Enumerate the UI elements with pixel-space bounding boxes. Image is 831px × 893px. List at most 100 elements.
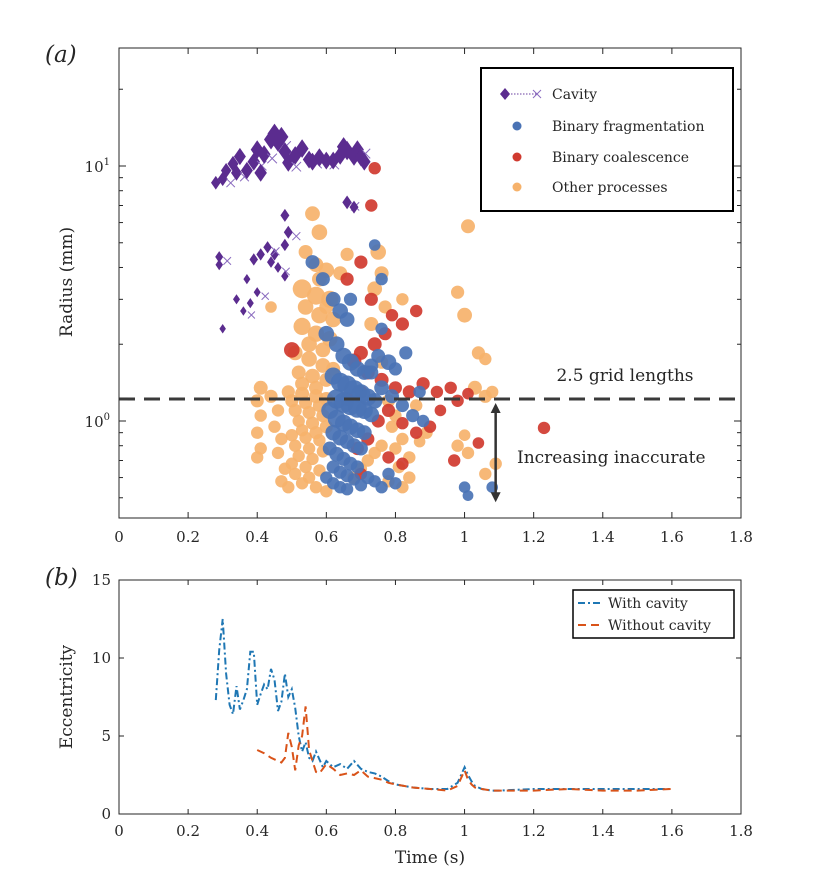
scatter-point-cavity-diamond xyxy=(219,324,226,334)
scatter-point-other-processes xyxy=(268,420,281,433)
panel-b-x-ticks: 0 0.2 0.4 0.6 0.8 1 1.2 1.4 1.6 1.8 xyxy=(114,580,753,840)
panel-a-xtick-label: 0.8 xyxy=(384,528,408,546)
scatter-point-cavity-diamond xyxy=(306,152,319,171)
scatter-point-other-processes xyxy=(299,460,312,474)
legend-label-other-processes: Other processes xyxy=(552,180,668,196)
scatter-point-cavity-diamond xyxy=(267,256,275,268)
panel-a-label: (a) xyxy=(45,42,77,68)
scatter-point-other-processes xyxy=(250,394,264,408)
scatter-point-binary-fragmentation xyxy=(368,239,381,251)
scatter-point-binary-coalescence xyxy=(448,454,461,467)
scatter-point-cavity-diamond xyxy=(215,251,224,263)
scatter-point-other-processes xyxy=(297,299,314,315)
panel-a-ytick-label-10-1: 101 xyxy=(85,157,110,176)
inaccuracy-arrow-head-up xyxy=(490,402,501,413)
panel-b-xtick-label: 1.8 xyxy=(729,822,753,840)
scatter-point-cavity-diamond xyxy=(283,225,293,239)
scatter-point-other-processes xyxy=(301,336,317,353)
scatter-point-cavity-diamond xyxy=(254,163,267,182)
scatter-point-binary-fragmentation xyxy=(385,389,399,404)
scatter-point-other-processes xyxy=(396,432,409,446)
scatter-point-cavity-diamond xyxy=(358,152,371,171)
scatter-point-binary-fragmentation xyxy=(343,292,358,306)
scatter-point-other-processes xyxy=(292,279,312,299)
inaccuracy-arrow xyxy=(490,402,501,503)
scatter-point-binary-coalescence xyxy=(381,403,396,417)
panel-b-legend-box xyxy=(572,589,735,639)
legend-label-with-cavity: With cavity xyxy=(608,596,688,612)
scatter-point-other-processes xyxy=(302,442,316,455)
legend-label-binary-coalescence: Binary coalescence xyxy=(552,150,689,166)
panel-a-xtick-label: 1.4 xyxy=(591,528,615,546)
scatter-point-other-processes xyxy=(479,352,492,366)
scatter-point-cavity-diamond xyxy=(270,248,279,261)
scatter-point-other-processes xyxy=(298,245,313,259)
panel-b-xtick-label: 1.6 xyxy=(660,822,684,840)
scatter-point-binary-fragmentation xyxy=(406,409,420,423)
panel-b-y-axis-label: Eccentricity xyxy=(57,644,77,749)
scatter-point-cavity-diamond xyxy=(233,294,240,305)
scatter-point-binary-coalescence xyxy=(365,199,378,212)
scatter-point-binary-coalescence xyxy=(402,385,416,399)
panel-b-ytick-label: 15 xyxy=(92,571,111,589)
scatter-point-binary-fragmentation xyxy=(363,406,380,423)
panel-b-xtick-label: 0.2 xyxy=(176,822,200,840)
panel-b-axes-box xyxy=(118,579,742,815)
scatter-point-binary-coalescence xyxy=(395,317,409,331)
panel-a-y-ticks: 100 101 xyxy=(85,88,741,499)
scatter-point-other-processes xyxy=(251,426,264,439)
legend-marker-binary-fragmentation xyxy=(512,121,522,131)
scatter-point-binary-fragmentation xyxy=(318,325,335,342)
scatter-point-binary-fragmentation xyxy=(350,460,364,474)
scatter-point-cavity-diamond xyxy=(215,259,223,271)
scatter-point-other-processes xyxy=(271,446,285,460)
scatter-point-other-processes xyxy=(254,409,267,422)
scatter-point-binary-coalescence xyxy=(340,272,354,286)
scatter-point-other-processes xyxy=(278,462,292,475)
scatter-point-cavity-cross xyxy=(291,231,301,241)
scatter-point-cavity-diamond xyxy=(282,153,295,172)
scatter-point-binary-fragmentation xyxy=(328,336,345,353)
scatter-point-binary-fragmentation xyxy=(366,393,383,409)
panel-a-xtick-label: 0.6 xyxy=(314,528,338,546)
legend-label-without-cavity: Without cavity xyxy=(608,618,711,634)
panel-b-label: (b) xyxy=(45,565,78,591)
scatter-point-binary-coalescence xyxy=(354,255,368,269)
scatter-point-binary-fragmentation xyxy=(458,481,471,494)
scatter-point-other-processes xyxy=(301,351,317,367)
scatter-point-other-processes xyxy=(367,281,383,297)
scatter-point-binary-fragmentation xyxy=(353,441,368,456)
series-line-without-cavity xyxy=(256,706,672,792)
scatter-point-other-processes xyxy=(289,439,302,452)
scatter-point-cavity-diamond xyxy=(246,298,254,309)
inaccuracy-arrow-head-down xyxy=(490,492,501,503)
scatter-point-other-processes xyxy=(461,446,475,460)
scatter-point-other-processes xyxy=(458,429,471,442)
panel-a-y-axis-label: Radius (mm) xyxy=(57,227,77,337)
scatter-point-cavity-diamond xyxy=(274,262,282,273)
scatter-point-binary-coalescence xyxy=(537,421,551,435)
panel-b-xtick-label: 1.2 xyxy=(522,822,546,840)
scatter-point-cavity-diamond xyxy=(349,200,359,214)
panel-a-xtick-label: 1.6 xyxy=(660,528,684,546)
scatter-point-binary-fragmentation xyxy=(462,490,474,501)
scatter-point-other-processes xyxy=(385,420,399,433)
scatter-point-binary-coalescence xyxy=(396,417,409,430)
scatter-point-binary-coalescence xyxy=(434,404,447,417)
scatter-point-other-processes xyxy=(302,405,316,420)
scatter-point-binary-coalescence xyxy=(430,385,444,399)
panel-b-ytick-label: 0 xyxy=(101,805,111,823)
panel-a-xtick-label: 0.4 xyxy=(245,528,269,546)
scatter-point-cavity-cross xyxy=(266,153,278,164)
scatter-point-binary-fragmentation xyxy=(416,414,430,428)
scatter-point-cavity-diamond xyxy=(240,161,253,180)
scatter-point-other-processes xyxy=(305,206,320,222)
panel-b-xtick-label: 0.6 xyxy=(314,822,338,840)
scatter-point-binary-fragmentation xyxy=(340,483,354,496)
scatter-point-other-processes xyxy=(293,317,311,335)
scatter-point-cavity-diamond xyxy=(342,195,352,210)
scatter-point-cavity-diamond xyxy=(280,208,290,222)
scatter-point-cavity-diamond xyxy=(256,248,265,261)
legend-marker-other-processes xyxy=(512,182,522,192)
scatter-point-binary-coalescence xyxy=(367,337,382,352)
